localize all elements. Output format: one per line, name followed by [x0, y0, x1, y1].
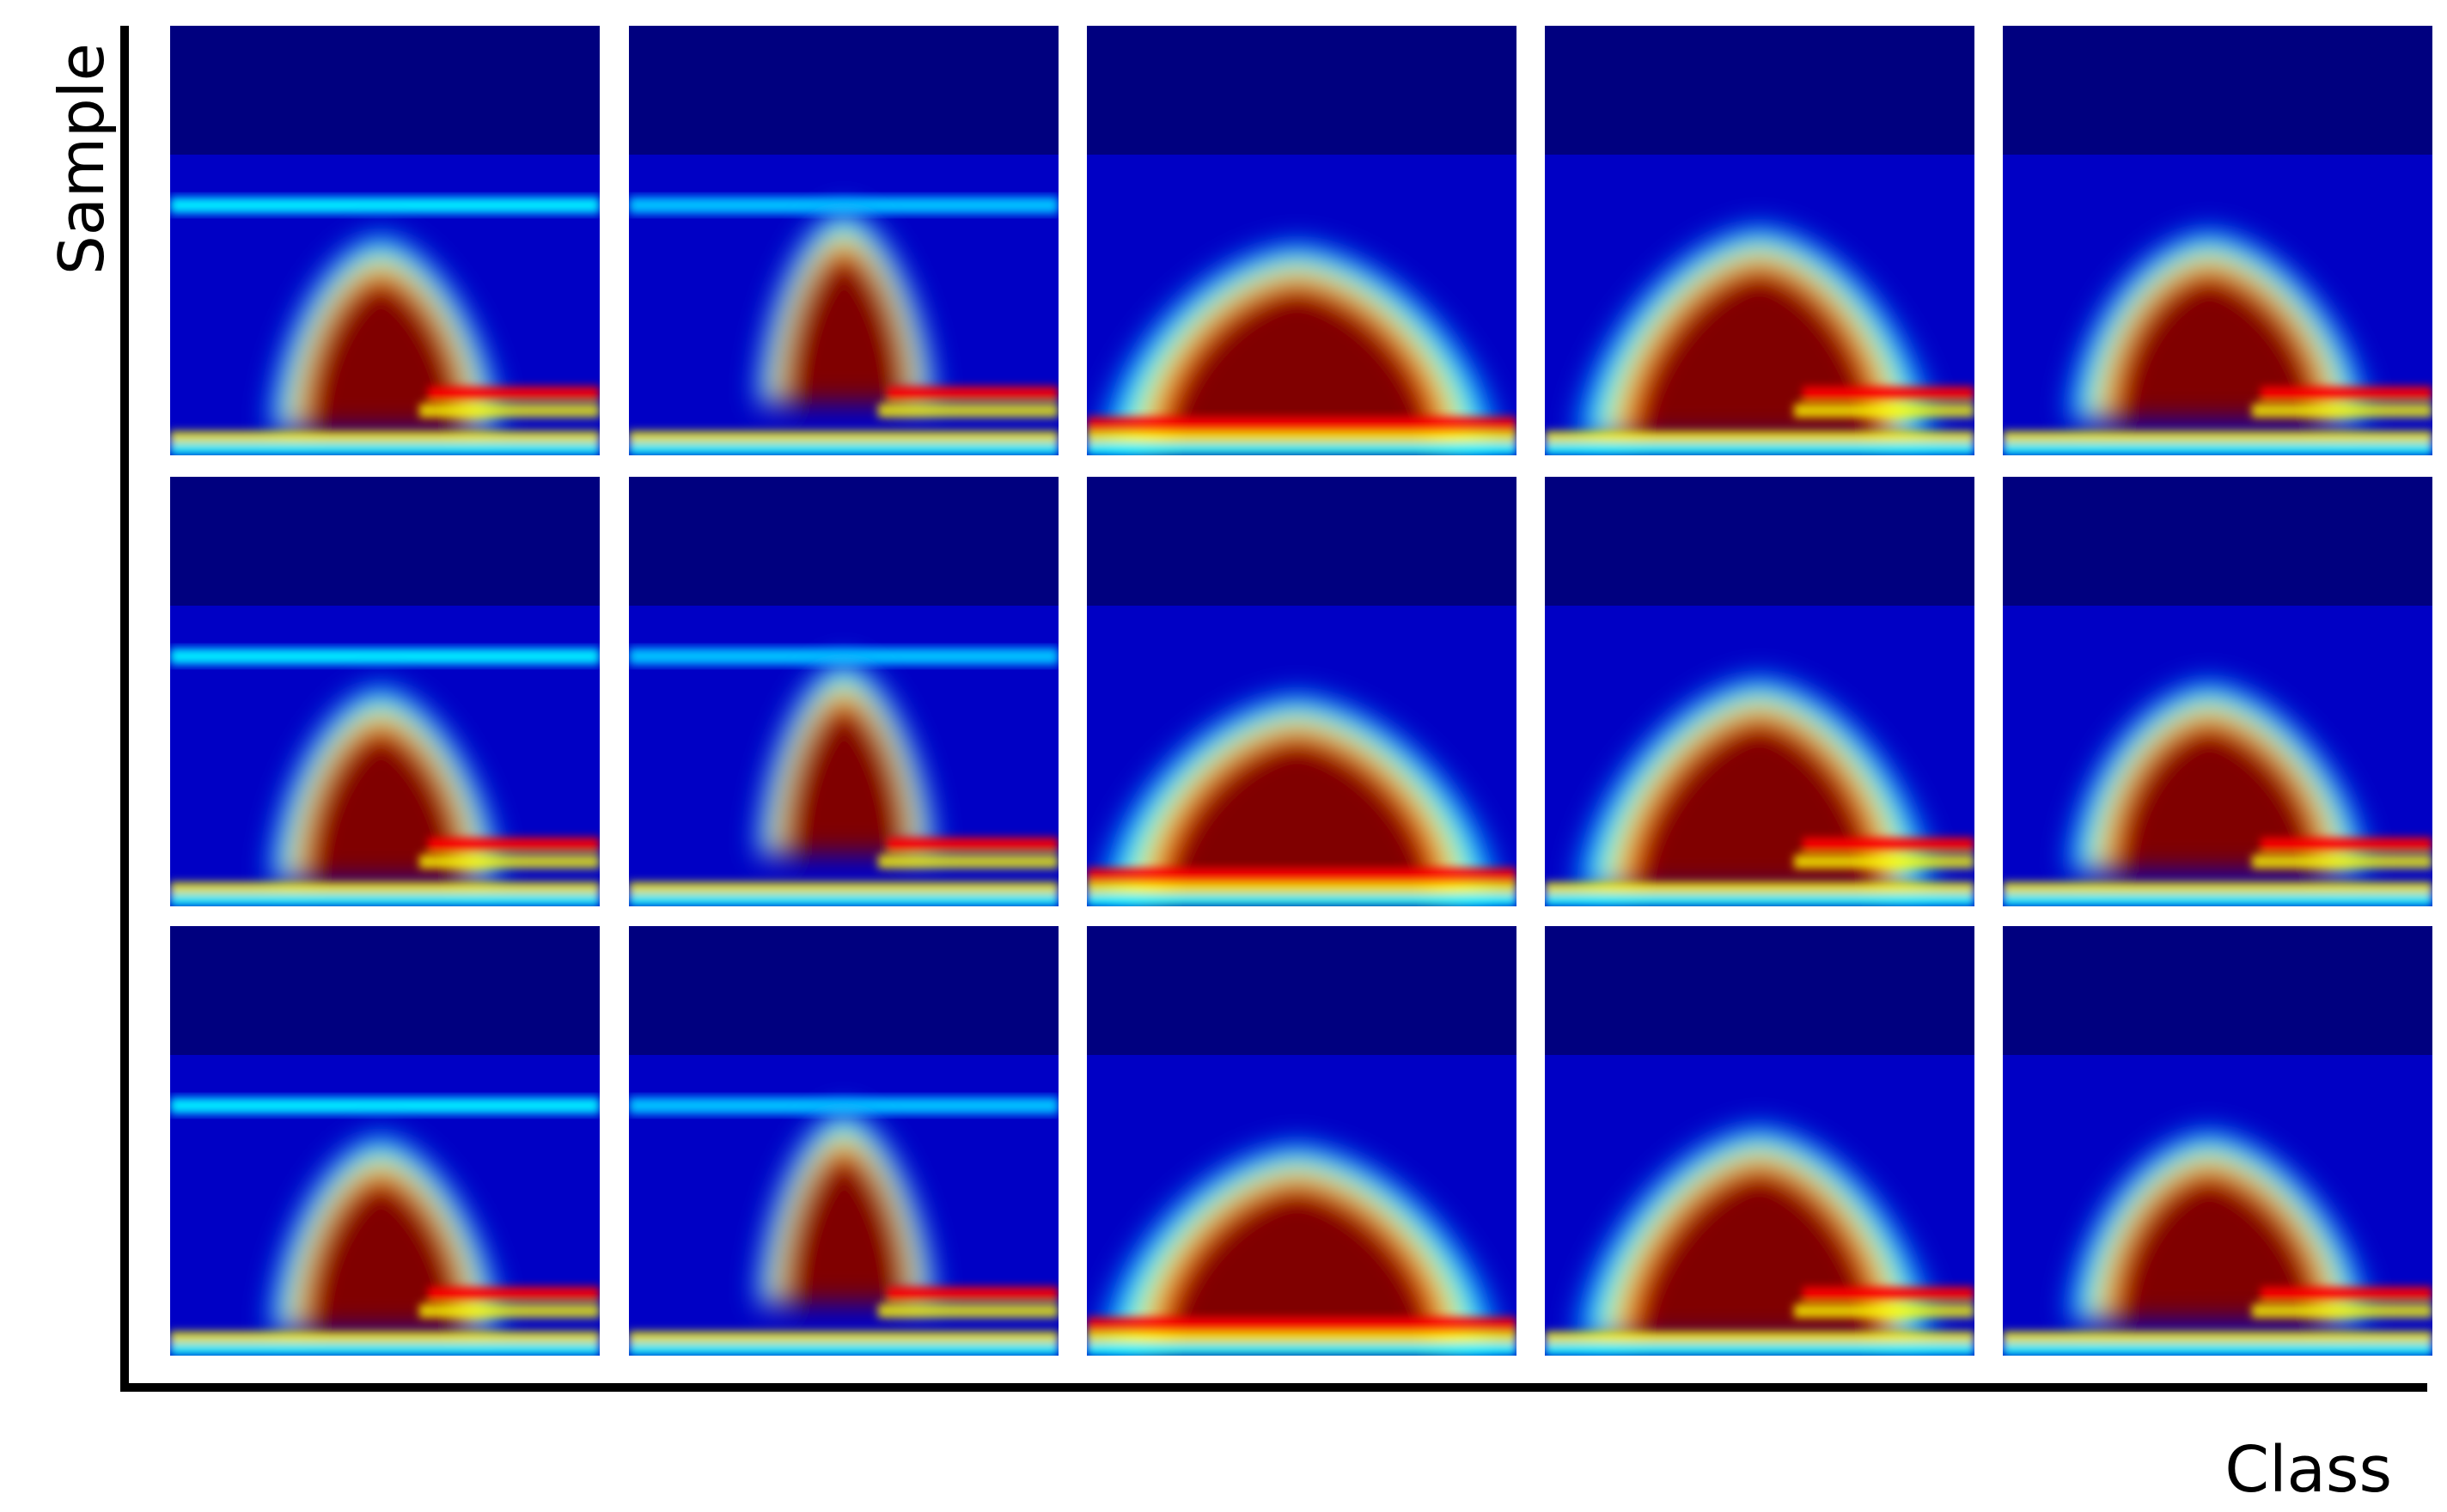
scalogram-panel-r2-c1 [170, 477, 600, 906]
scalogram-image [2003, 477, 2432, 906]
scalogram-panel-r3-c5 [2003, 926, 2432, 1356]
scalogram-image [170, 26, 600, 455]
scalogram-panel-r3-c1 [170, 926, 600, 1356]
scalogram-image [1087, 477, 1516, 906]
scalogram-panel-r1-c2 [629, 26, 1059, 455]
scalogram-panel-r1-c4 [1545, 26, 1974, 455]
scalogram-image [2003, 26, 2432, 455]
scalogram-panel-r2-c2 [629, 477, 1059, 906]
scalogram-panel-r3-c2 [629, 926, 1059, 1356]
scalogram-image [1545, 477, 1974, 906]
scalogram-image [1087, 26, 1516, 455]
scalogram-panel-r1-c5 [2003, 26, 2432, 455]
x-axis-line [120, 1383, 2427, 1392]
scalogram-panel-r2-c5 [2003, 477, 2432, 906]
scalogram-image [170, 477, 600, 906]
scalogram-panel-r3-c3 [1087, 926, 1516, 1356]
scalogram-image [1087, 926, 1516, 1356]
scalogram-image [629, 477, 1059, 906]
scalogram-panel-r1-c3 [1087, 26, 1516, 455]
scalogram-image [2003, 926, 2432, 1356]
scalogram-panel-r1-c1 [170, 26, 600, 455]
scalogram-panel-r2-c3 [1087, 477, 1516, 906]
x-axis-label: Class [2224, 1433, 2392, 1507]
scalogram-image [629, 926, 1059, 1356]
scalogram-image [629, 26, 1059, 455]
scalogram-panel-r3-c4 [1545, 926, 1974, 1356]
scalogram-image [1545, 26, 1974, 455]
scalogram-panel-r2-c4 [1545, 477, 1974, 906]
scalogram-image [170, 926, 600, 1356]
scalogram-image [1545, 926, 1974, 1356]
y-axis-line [120, 26, 129, 1392]
